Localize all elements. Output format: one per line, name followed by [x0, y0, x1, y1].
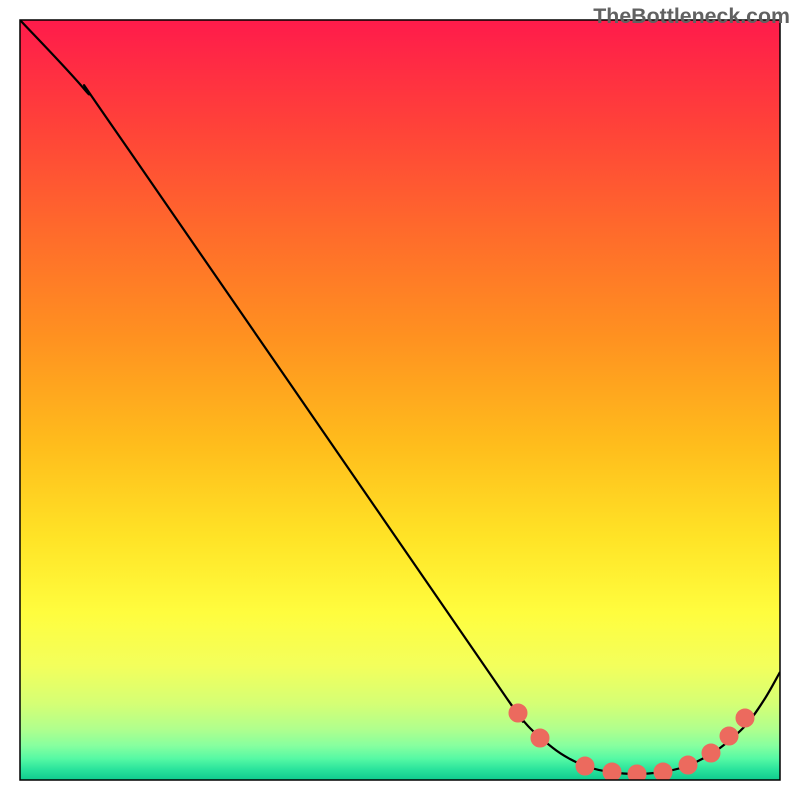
data-marker: [702, 744, 720, 762]
bottleneck-curve-chart: [0, 0, 800, 800]
data-marker: [720, 727, 738, 745]
gradient-background: [20, 20, 780, 780]
data-marker: [654, 763, 672, 781]
data-marker: [576, 757, 594, 775]
chart-container: TheBottleneck.com: [0, 0, 800, 800]
data-marker: [736, 709, 754, 727]
data-marker: [603, 763, 621, 781]
attribution-label: TheBottleneck.com: [593, 4, 790, 29]
data-marker: [531, 729, 549, 747]
data-marker: [509, 704, 527, 722]
data-marker: [679, 756, 697, 774]
